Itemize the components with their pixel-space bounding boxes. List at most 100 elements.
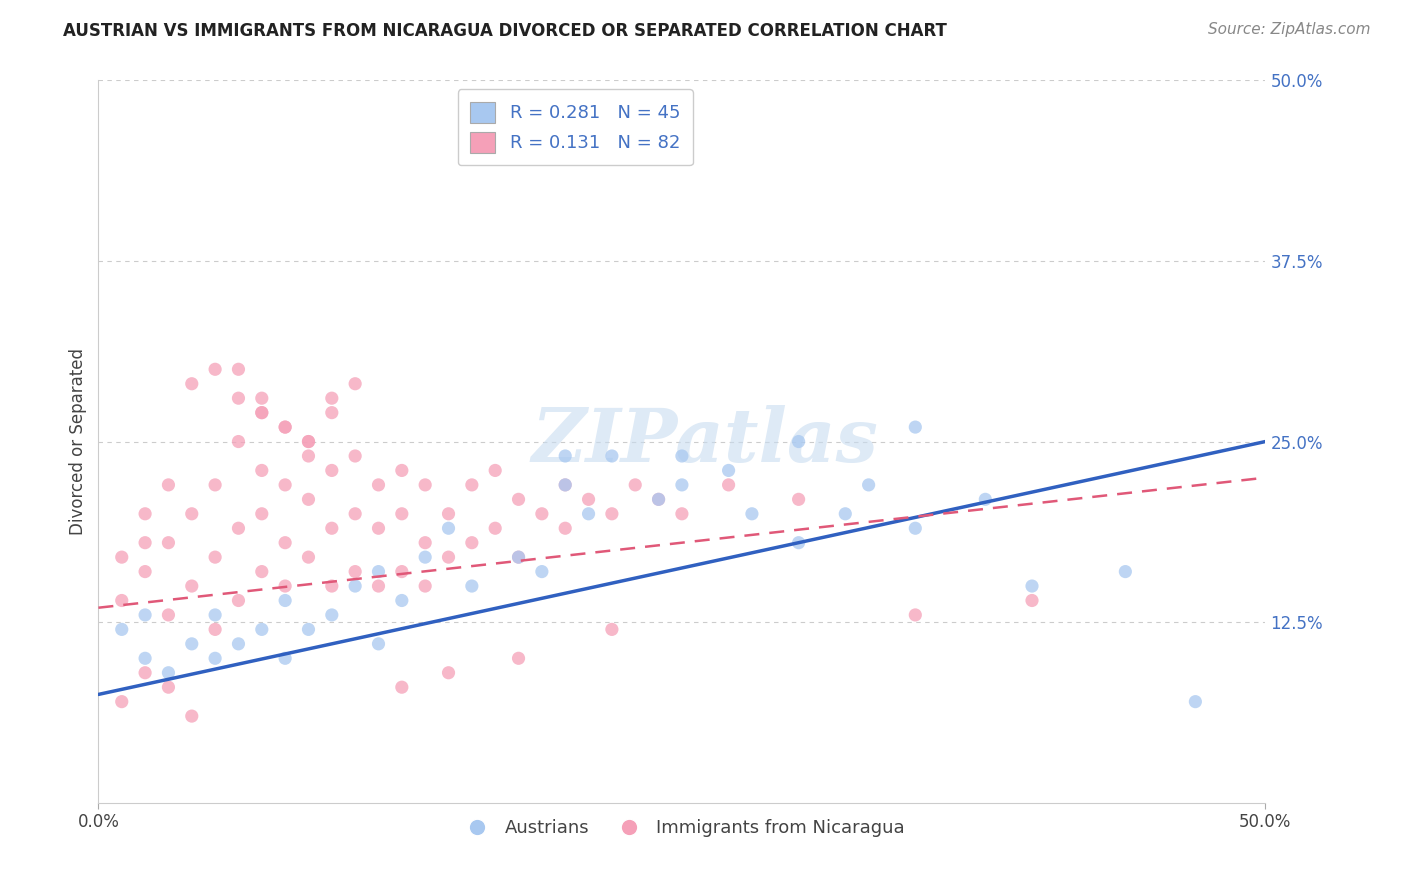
Point — [554, 478, 576, 492]
Point — [437, 550, 460, 565]
Point — [134, 665, 156, 680]
Point — [578, 492, 600, 507]
Point — [297, 550, 319, 565]
Point — [250, 406, 273, 420]
Point — [600, 449, 623, 463]
Y-axis label: Divorced or Separated: Divorced or Separated — [69, 348, 87, 535]
Point — [671, 449, 693, 463]
Point — [228, 391, 250, 405]
Point — [297, 623, 319, 637]
Point — [391, 565, 413, 579]
Point — [1114, 565, 1136, 579]
Point — [180, 579, 202, 593]
Point — [391, 507, 413, 521]
Point — [274, 579, 297, 593]
Point — [134, 565, 156, 579]
Point — [1021, 579, 1043, 593]
Point — [344, 449, 367, 463]
Point — [228, 637, 250, 651]
Point — [904, 521, 927, 535]
Point — [321, 607, 343, 622]
Point — [600, 507, 623, 521]
Point — [228, 593, 250, 607]
Point — [157, 680, 180, 694]
Point — [461, 579, 484, 593]
Point — [180, 709, 202, 723]
Point — [787, 535, 810, 549]
Point — [508, 651, 530, 665]
Point — [180, 507, 202, 521]
Point — [413, 550, 436, 565]
Point — [508, 550, 530, 565]
Point — [297, 434, 319, 449]
Point — [904, 607, 927, 622]
Point — [904, 420, 927, 434]
Point — [437, 521, 460, 535]
Point — [578, 507, 600, 521]
Point — [508, 550, 530, 565]
Point — [134, 651, 156, 665]
Point — [274, 535, 297, 549]
Point — [344, 565, 367, 579]
Point — [274, 651, 297, 665]
Point — [134, 607, 156, 622]
Point — [204, 478, 226, 492]
Point — [228, 362, 250, 376]
Point — [484, 463, 506, 477]
Point — [741, 507, 763, 521]
Text: AUSTRIAN VS IMMIGRANTS FROM NICARAGUA DIVORCED OR SEPARATED CORRELATION CHART: AUSTRIAN VS IMMIGRANTS FROM NICARAGUA DI… — [63, 22, 948, 40]
Point — [180, 376, 202, 391]
Point — [624, 478, 647, 492]
Point — [274, 420, 297, 434]
Point — [717, 463, 740, 477]
Point — [111, 593, 134, 607]
Point — [228, 434, 250, 449]
Point — [367, 579, 389, 593]
Point — [180, 637, 202, 651]
Point — [508, 492, 530, 507]
Point — [413, 478, 436, 492]
Point — [297, 434, 319, 449]
Point — [367, 637, 389, 651]
Point — [157, 665, 180, 680]
Point — [111, 695, 134, 709]
Point — [367, 478, 389, 492]
Point — [204, 651, 226, 665]
Point — [321, 391, 343, 405]
Point — [391, 463, 413, 477]
Point — [204, 362, 226, 376]
Point — [250, 391, 273, 405]
Point — [787, 434, 810, 449]
Point — [157, 607, 180, 622]
Point — [834, 507, 856, 521]
Point — [787, 492, 810, 507]
Point — [157, 478, 180, 492]
Point — [391, 593, 413, 607]
Point — [157, 535, 180, 549]
Legend: Austrians, Immigrants from Nicaragua: Austrians, Immigrants from Nicaragua — [453, 812, 911, 845]
Point — [974, 492, 997, 507]
Point — [228, 521, 250, 535]
Point — [1371, 276, 1393, 290]
Point — [461, 478, 484, 492]
Point — [530, 507, 553, 521]
Point — [250, 623, 273, 637]
Point — [437, 665, 460, 680]
Point — [367, 565, 389, 579]
Point — [321, 406, 343, 420]
Point — [344, 579, 367, 593]
Point — [321, 521, 343, 535]
Point — [437, 507, 460, 521]
Point — [461, 535, 484, 549]
Point — [600, 623, 623, 637]
Point — [858, 478, 880, 492]
Point — [321, 579, 343, 593]
Point — [250, 463, 273, 477]
Point — [1184, 695, 1206, 709]
Point — [554, 449, 576, 463]
Point — [250, 406, 273, 420]
Point — [134, 535, 156, 549]
Point — [1021, 593, 1043, 607]
Point — [297, 449, 319, 463]
Point — [344, 507, 367, 521]
